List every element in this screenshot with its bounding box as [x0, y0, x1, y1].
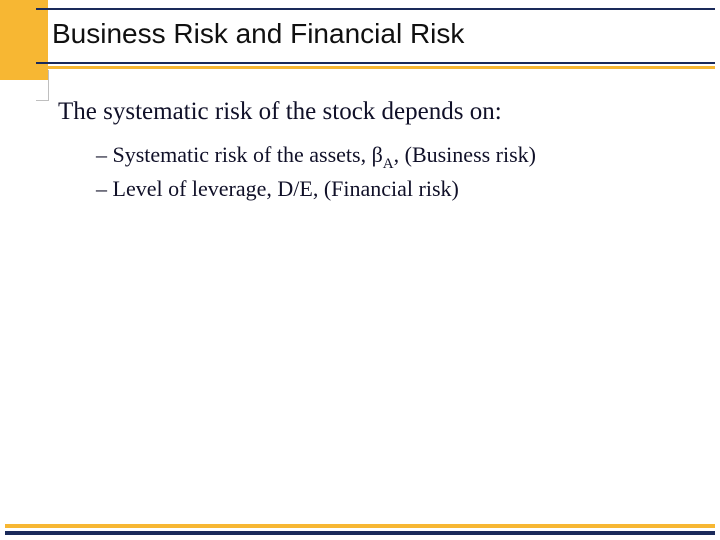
title-rule-navy: [36, 62, 715, 64]
beta-symbol: β: [372, 142, 383, 167]
bottom-rule-orange: [5, 524, 715, 528]
bullet-prefix: – Systematic risk of the assets,: [96, 142, 372, 167]
beta-subscript: A: [383, 156, 394, 172]
bottom-rule-navy: [5, 531, 715, 535]
slide-title: Business Risk and Financial Risk: [52, 18, 464, 50]
decorative-horizontal-stub: [36, 100, 49, 101]
decorative-vertical-stub: [48, 70, 49, 100]
bullet-prefix: – Level of leverage, D/E, (Financial ris…: [96, 176, 459, 201]
bullet-list: – Systematic risk of the assets, βA, (Bu…: [96, 140, 536, 203]
list-item: – Systematic risk of the assets, βA, (Bu…: [96, 140, 536, 174]
bullet-suffix: , (Business risk): [394, 142, 536, 167]
list-item: – Level of leverage, D/E, (Financial ris…: [96, 174, 536, 204]
top-rule-navy: [36, 8, 715, 10]
main-text-line: The systematic risk of the stock depends…: [58, 98, 502, 126]
title-rule-orange: [36, 66, 715, 69]
